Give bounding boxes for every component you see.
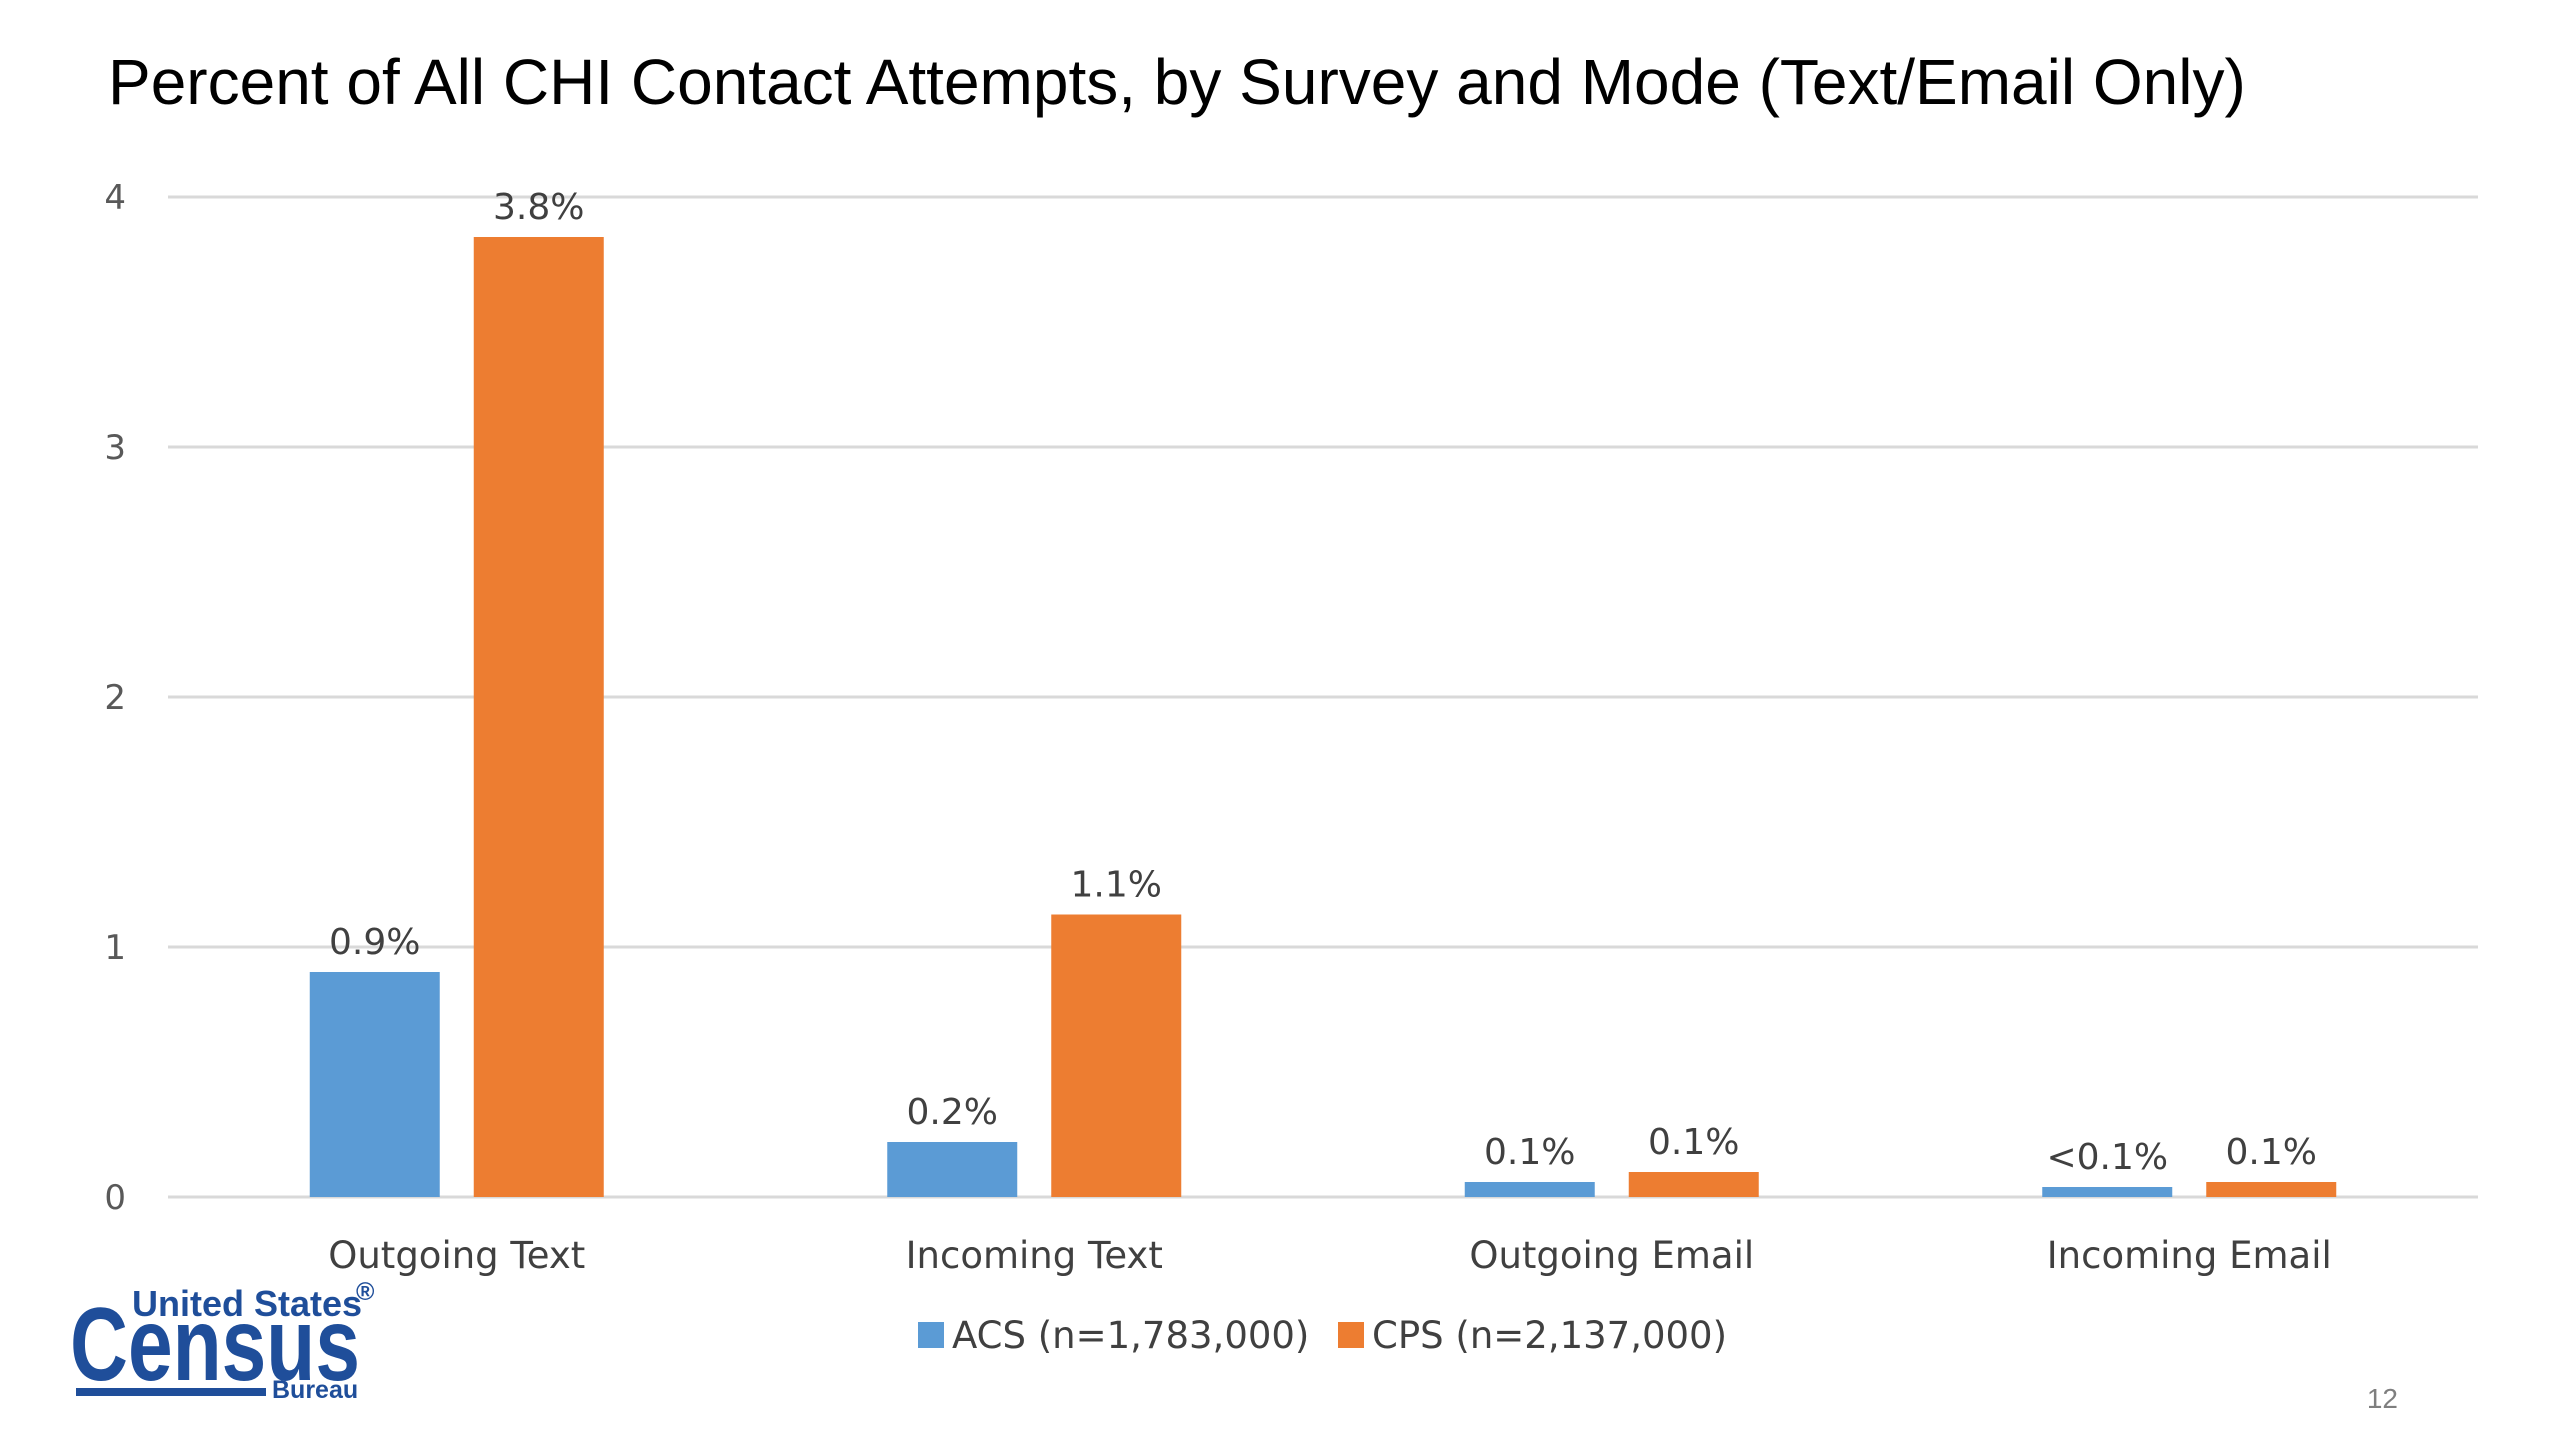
bar [887, 1142, 1018, 1197]
legend-swatch [1338, 1322, 1364, 1348]
data-label: 0.1% [1484, 1132, 1575, 1173]
y-tick-label: 0 [104, 1178, 126, 1218]
data-label: 0.1% [1648, 1122, 1739, 1163]
data-label: <0.1% [2046, 1137, 2168, 1178]
logo-bureau: Bureau [272, 1376, 358, 1404]
x-category-label: Incoming Email [2047, 1234, 2332, 1277]
data-label: 0.9% [329, 922, 420, 963]
bar [473, 237, 604, 1197]
logo-united-states: United States [132, 1283, 362, 1324]
y-axis-ticks: 0 1 2 3 4 [104, 178, 126, 1218]
legend-label: CPS (n=2,137,000) [1372, 1314, 1727, 1357]
data-label: 3.8% [493, 187, 584, 228]
data-label: 0.1% [2226, 1132, 2317, 1173]
slide-title: Percent of All CHI Contact Attempts, by … [108, 46, 2246, 118]
logo-underline [76, 1388, 266, 1396]
logo-census: Census [70, 1287, 360, 1403]
legend-label: ACS (n=1,783,000) [952, 1314, 1309, 1357]
bar [1051, 914, 1182, 1197]
bar [309, 972, 440, 1197]
y-tick-label: 2 [104, 678, 126, 718]
bar [1464, 1182, 1595, 1197]
x-category-label: Incoming Text [906, 1234, 1163, 1277]
bars [309, 237, 2337, 1197]
x-axis-categories: Outgoing Text Incoming Text Outgoing Email… [328, 1234, 2332, 1277]
logo-registered-mark: ® [356, 1278, 375, 1306]
bar [2206, 1182, 2337, 1197]
legend-swatch [918, 1322, 944, 1348]
data-label: 0.2% [907, 1092, 998, 1133]
x-category-label: Outgoing Email [1469, 1234, 1754, 1277]
data-label: 1.1% [1071, 865, 1162, 906]
page-number: 12 [2367, 1383, 2398, 1414]
y-tick-label: 1 [104, 928, 126, 968]
legend: ACS (n=1,783,000) CPS (n=2,137,000) [918, 1314, 1727, 1357]
y-tick-label: 4 [104, 178, 126, 218]
census-logo: United States ® Census Bureau [70, 1278, 375, 1404]
bar [1628, 1172, 1759, 1197]
data-labels: 0.9% 3.8% 0.2% 1.1% 0.1% 0.1% <0.1% 0.1% [329, 187, 2317, 1178]
x-category-label: Outgoing Text [328, 1234, 585, 1277]
y-tick-label: 3 [104, 428, 126, 468]
bar [2042, 1187, 2173, 1197]
